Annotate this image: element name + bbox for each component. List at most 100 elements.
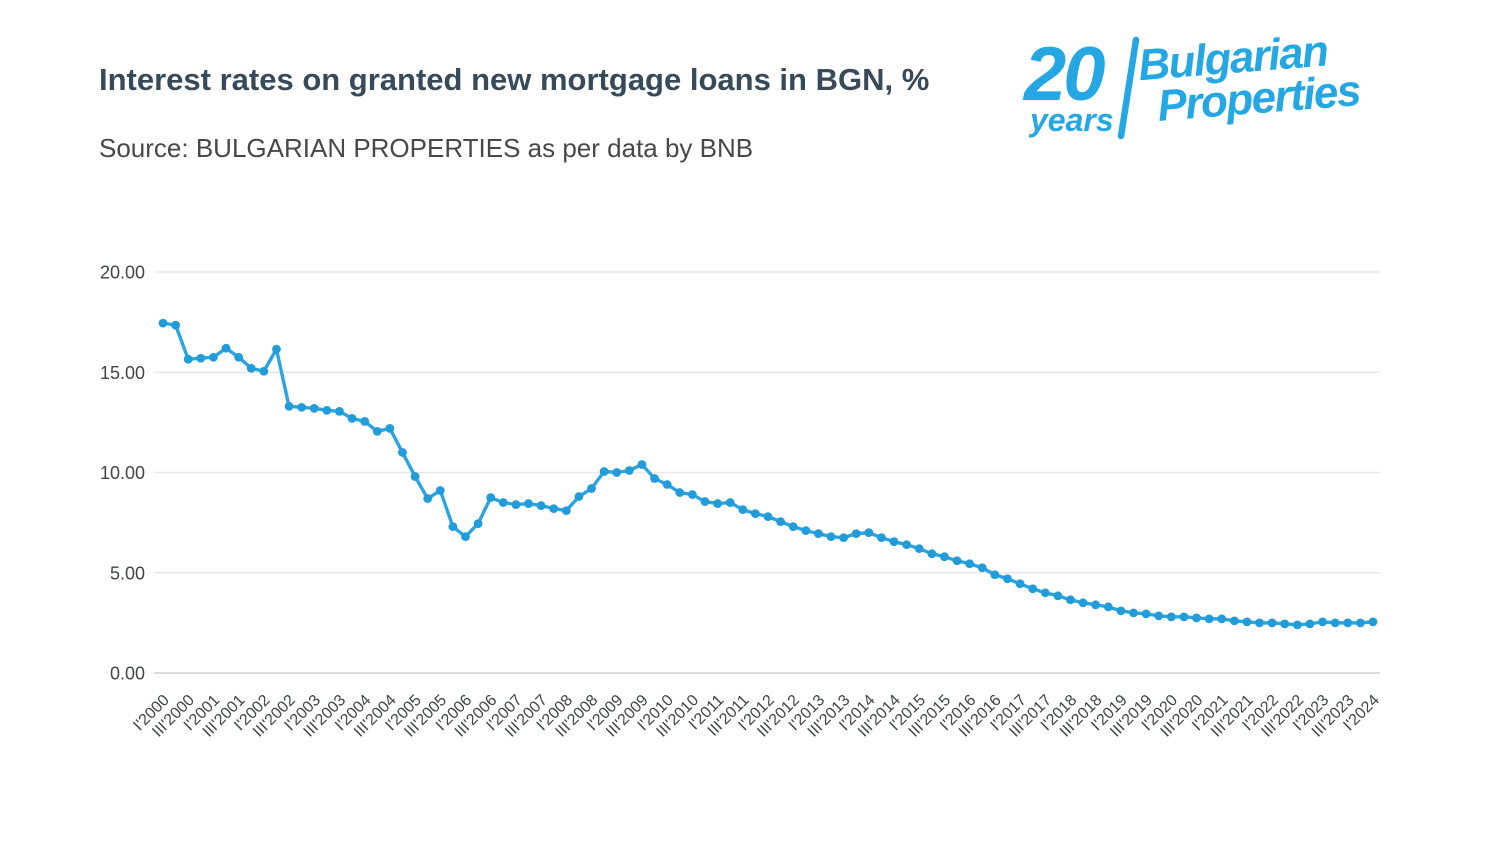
y-axis-labels: 0.00 5.00 10.00 15.00 20.00 — [100, 263, 145, 684]
data-point: I'2016: 5.45 — [965, 559, 975, 569]
data-point: II'2015: 5.95 — [927, 549, 937, 559]
data-point: IV'2016: 4.70 — [1003, 574, 1012, 584]
data-point: II'2011: 8.50 — [725, 498, 735, 507]
y-axis-tick-label: 0.00 — [110, 664, 145, 684]
data-series-layer: I'2000: 17.45II'2000: 17.35 III'2000: 15.… — [158, 318, 1378, 630]
data-point: II'2000: 17.35 — [171, 320, 181, 330]
brand-logo-svg: 20 years Bulgarian Properties — [1022, 23, 1365, 140]
data-point: III'2008: 9.20 — [587, 484, 596, 493]
data-point: III'2009: 10.40 — [637, 460, 647, 469]
data-point: IV'2022: 2.45 — [1305, 619, 1315, 629]
data-point: III'2000: 15.65 — [183, 354, 193, 364]
data-point: IV'2009: 9.70 — [650, 474, 659, 483]
data-point: I'2006: 6.80 — [461, 532, 470, 542]
data-point: II'2017: 4.20 — [1028, 584, 1038, 594]
data-point: I'2017: 4.45 — [1015, 579, 1025, 589]
data-point: IV'2015: 5.60 — [952, 556, 962, 566]
data-point: I'2012: 7.80 — [763, 512, 773, 522]
data-point: III'2002: 13.30 — [284, 401, 294, 411]
data-point: IV'2007: 8.20 — [549, 504, 559, 513]
y-axis-tick-label: 10.00 — [100, 463, 145, 483]
gridlines-layer — [154, 271, 1380, 674]
data-point: III'2016: 4.90 — [990, 570, 1000, 580]
data-point: III'2022: 2.40 — [1292, 620, 1302, 630]
data-point: IV'2017: 3.85 — [1053, 591, 1063, 601]
data-point: III'2010: 8.90 — [687, 490, 697, 499]
data-point: II'2007: 8.45 — [524, 499, 533, 508]
data-point: III'2011: 8.15 — [738, 505, 748, 514]
logo-divider-slash — [1117, 36, 1140, 140]
data-point: II'2021: 2.60 — [1229, 616, 1239, 626]
data-point: II'2010: 9.00 — [675, 488, 685, 497]
data-point: III'2018: 3.40 — [1091, 600, 1101, 610]
data-point: I'2004: 12.55 — [360, 416, 370, 426]
data-point: I'2010: 9.40 — [662, 480, 672, 489]
data-point: I'2015: 6.20 — [914, 544, 924, 554]
data-point: IV'2012: 7.10 — [801, 526, 811, 536]
data-point: I'2007: 8.40 — [511, 500, 521, 509]
data-point: IV'2021: 2.50 — [1255, 618, 1264, 628]
data-point: II'2002: 16.15 — [272, 344, 281, 354]
data-point: IV'2002: 13.25 — [297, 402, 307, 412]
data-point: I'2002: 15.05 — [259, 366, 269, 376]
data-point: III'2017: 4.00 — [1040, 588, 1050, 598]
data-point: IV'2018: 3.30 — [1103, 602, 1113, 612]
data-point: I'2005: 9.80 — [410, 472, 420, 481]
data-point: III'2012: 7.30 — [788, 522, 798, 532]
data-point: II'2022: 2.45 — [1280, 619, 1290, 629]
data-point: II'2018: 3.50 — [1078, 598, 1088, 608]
data-point: II'2008: 8.80 — [574, 492, 584, 501]
data-point: II'2019: 3.00 — [1129, 608, 1138, 618]
data-point: IV'2006: 8.50 — [498, 498, 508, 507]
data-point: III'2007: 8.35 — [536, 501, 546, 510]
data-point: I'2009: 10.00 — [612, 468, 622, 477]
data-point: III'2001: 15.75 — [234, 352, 244, 362]
y-axis-tick-label: 5.00 — [110, 563, 145, 583]
data-point: I'2008: 8.10 — [561, 506, 571, 515]
data-point: II'2012: 7.55 — [776, 517, 785, 527]
data-point: IV'2001: 15.20 — [246, 363, 256, 373]
x-axis-labels: I'2000III'2000I'2001III'2001I'2002III'20… — [130, 692, 1383, 741]
data-point: II'2020: 2.80 — [1179, 612, 1189, 622]
data-point: II'2013: 6.80 — [826, 532, 836, 542]
data-point: II'2005: 8.70 — [423, 494, 433, 503]
data-point: II'2006: 7.45 — [473, 519, 483, 529]
data-point: I'2013: 6.95 — [814, 529, 823, 539]
data-line — [161, 321, 1375, 627]
data-point: IV'2011: 7.95 — [750, 509, 760, 519]
data-point: III'2004: 12.20 — [385, 423, 395, 433]
data-point: I'2014: 7.00 — [864, 528, 874, 538]
logo-years-text: years — [1028, 102, 1114, 138]
data-point: III'2023: 2.50 — [1343, 618, 1353, 628]
data-point: IV'2005: 7.30 — [448, 522, 458, 532]
y-axis-tick-label: 20.00 — [100, 263, 145, 283]
data-point: II'2004: 12.05 — [372, 426, 382, 436]
data-point: IV'2019: 2.85 — [1154, 611, 1164, 621]
data-point: II'2009: 10.10 — [624, 466, 634, 475]
data-point: IV'2000: 15.70 — [196, 353, 206, 363]
source-caption: Source: BULGARIAN PROPERTIES as per data… — [99, 133, 754, 163]
logo-20-text: 20 — [1022, 32, 1105, 117]
data-point: II'2003: 13.10 — [322, 405, 332, 415]
data-point: I'2020: 2.80 — [1166, 612, 1176, 622]
data-point: II'2023: 2.50 — [1330, 618, 1340, 628]
data-point: IV'2020: 2.70 — [1204, 614, 1214, 624]
data-point: III'2019: 2.95 — [1141, 609, 1151, 619]
data-point: IV'2008: 10.05 — [599, 467, 609, 476]
data-point: I'2000: 17.45 — [158, 318, 168, 328]
data-point: III'2020: 2.75 — [1192, 613, 1201, 623]
data-point: IV'2004: 11.00 — [398, 448, 407, 457]
data-point: I'2021: 2.70 — [1217, 614, 1227, 624]
data-point: III'2003: 13.05 — [335, 406, 344, 416]
data-point: I'2024: 2.55 — [1368, 617, 1378, 627]
data-point: IV'2013: 6.95 — [851, 529, 861, 539]
data-point: IV'2023: 2.50 — [1355, 618, 1365, 628]
page-title: Interest rates on granted new mortgage l… — [99, 62, 930, 97]
data-point: I'2001: 15.75 — [209, 352, 218, 362]
data-point: IV'2010: 8.55 — [700, 497, 710, 506]
data-point: I'2023: 2.55 — [1318, 617, 1327, 627]
data-point: IV'2014: 6.40 — [902, 540, 912, 550]
y-axis-tick-label: 15.00 — [100, 363, 145, 383]
